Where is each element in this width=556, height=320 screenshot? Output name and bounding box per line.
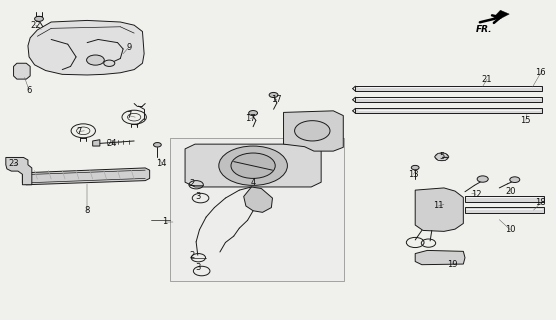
Text: 12: 12: [471, 190, 481, 199]
Text: 23: 23: [8, 159, 19, 168]
Circle shape: [87, 55, 105, 65]
Text: 2: 2: [190, 179, 195, 188]
Text: 13: 13: [408, 170, 419, 179]
Circle shape: [249, 110, 257, 116]
Text: 8: 8: [85, 206, 90, 215]
Polygon shape: [355, 86, 543, 91]
Text: 9: 9: [126, 43, 131, 52]
Polygon shape: [465, 207, 544, 213]
Circle shape: [34, 16, 43, 21]
Circle shape: [231, 153, 275, 178]
Text: 1: 1: [162, 217, 167, 226]
Text: FR.: FR.: [476, 25, 493, 34]
Text: 11: 11: [433, 202, 444, 211]
Polygon shape: [465, 196, 544, 202]
Text: 18: 18: [535, 198, 546, 207]
Polygon shape: [28, 20, 144, 75]
Polygon shape: [355, 108, 543, 113]
Text: 4: 4: [251, 178, 256, 187]
Circle shape: [411, 165, 419, 170]
Text: 14: 14: [157, 159, 167, 168]
Polygon shape: [244, 187, 272, 212]
Polygon shape: [6, 157, 32, 185]
Text: 17: 17: [271, 95, 282, 104]
Text: 20: 20: [505, 187, 515, 196]
Text: 17: 17: [245, 114, 256, 123]
Polygon shape: [415, 251, 465, 265]
Polygon shape: [355, 97, 543, 102]
Text: 22: 22: [31, 21, 41, 30]
Circle shape: [104, 60, 115, 67]
Polygon shape: [415, 188, 463, 231]
Polygon shape: [494, 10, 509, 20]
Polygon shape: [93, 140, 100, 146]
Text: 6: 6: [26, 86, 32, 95]
Text: 16: 16: [535, 68, 546, 77]
Text: 5: 5: [440, 152, 445, 161]
Text: 3: 3: [195, 263, 201, 272]
Text: 2: 2: [190, 251, 195, 260]
Circle shape: [153, 142, 161, 147]
Circle shape: [510, 177, 520, 182]
Circle shape: [435, 153, 448, 161]
Circle shape: [269, 92, 278, 98]
Text: 10: 10: [505, 225, 515, 234]
Polygon shape: [185, 144, 321, 187]
Polygon shape: [170, 138, 344, 281]
Text: 24: 24: [107, 139, 117, 148]
Polygon shape: [284, 111, 343, 151]
Text: 15: 15: [520, 116, 531, 125]
Polygon shape: [13, 63, 30, 79]
Circle shape: [295, 121, 330, 141]
Text: 3: 3: [195, 192, 201, 201]
Polygon shape: [435, 153, 449, 160]
Text: 7: 7: [76, 127, 82, 136]
Text: 21: 21: [482, 75, 493, 84]
Circle shape: [219, 146, 287, 185]
Text: 7: 7: [126, 111, 131, 120]
Text: 19: 19: [447, 260, 458, 269]
Circle shape: [477, 176, 488, 182]
Polygon shape: [22, 168, 150, 185]
